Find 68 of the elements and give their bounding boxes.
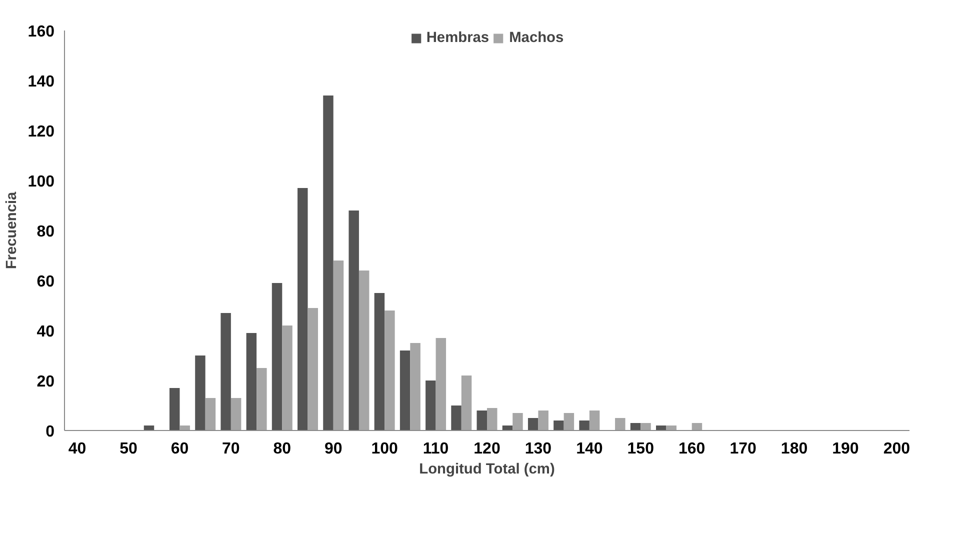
y-tick-label: 0 (46, 424, 55, 440)
bar (256, 368, 267, 430)
x-tick-label: 150 (627, 440, 654, 458)
x-tick-label: 110 (422, 440, 449, 458)
y-tick-label: 140 (28, 74, 55, 90)
x-tick-label: 100 (371, 440, 398, 458)
bar (282, 326, 292, 430)
bar (640, 423, 651, 430)
x-tick-label: 190 (832, 440, 859, 458)
bar (246, 333, 257, 430)
bar (195, 356, 206, 430)
y-tick-label: 80 (36, 224, 55, 240)
y-tick-label: 40 (36, 324, 55, 340)
x-tick-label: 70 (222, 440, 240, 458)
x-tick-label: 130 (524, 440, 552, 458)
y-tick-label: 100 (28, 174, 55, 190)
y-tick-label: 20 (36, 374, 55, 390)
bar (554, 420, 564, 430)
bar (374, 293, 385, 430)
bar (666, 426, 676, 430)
bar (323, 96, 334, 430)
bar (180, 426, 190, 430)
bar (564, 413, 574, 430)
bar (358, 270, 370, 430)
x-tick-label: 200 (883, 440, 910, 458)
y-tick-label: 160 (28, 24, 55, 40)
bar (615, 418, 626, 430)
bar (461, 376, 472, 430)
bar (692, 423, 702, 430)
bar (298, 188, 308, 430)
x-tick-label: 50 (120, 440, 138, 458)
bar (538, 410, 548, 430)
bar (308, 308, 318, 430)
y-axis-title: Frecuencia (4, 190, 20, 270)
x-tick-label: 140 (576, 440, 603, 458)
x-tick-label: 170 (730, 440, 757, 458)
bar (426, 380, 436, 430)
bar (220, 313, 231, 430)
bar (169, 388, 180, 430)
bar (272, 283, 282, 430)
legend-label: Hembras (426, 30, 490, 46)
bar (579, 420, 590, 430)
bar (348, 210, 359, 430)
x-tick-label: 90 (324, 440, 342, 458)
x-tick-label: 40 (68, 440, 86, 458)
x-tick-label: 180 (780, 440, 808, 458)
legend-label: Machos (509, 30, 564, 46)
x-tick-label: 120 (474, 440, 500, 458)
x-tick-label: 60 (170, 440, 189, 458)
bar (476, 410, 487, 430)
bar (333, 260, 344, 430)
y-tick-label: 60 (36, 274, 55, 290)
bar (512, 413, 523, 430)
bar (528, 418, 538, 430)
bar (436, 338, 446, 430)
bar (487, 408, 498, 430)
bar (589, 410, 600, 430)
bar (230, 398, 242, 430)
x-tick-label: 160 (678, 440, 706, 458)
bar (384, 310, 395, 430)
y-tick-label: 120 (28, 124, 55, 140)
bar (205, 398, 216, 430)
x-axis-title: Longitud Total (cm) (419, 462, 555, 478)
bar (630, 423, 641, 430)
bar (410, 343, 420, 430)
bar (451, 406, 462, 430)
bar (400, 350, 410, 430)
x-tick-label: 80 (273, 440, 292, 458)
